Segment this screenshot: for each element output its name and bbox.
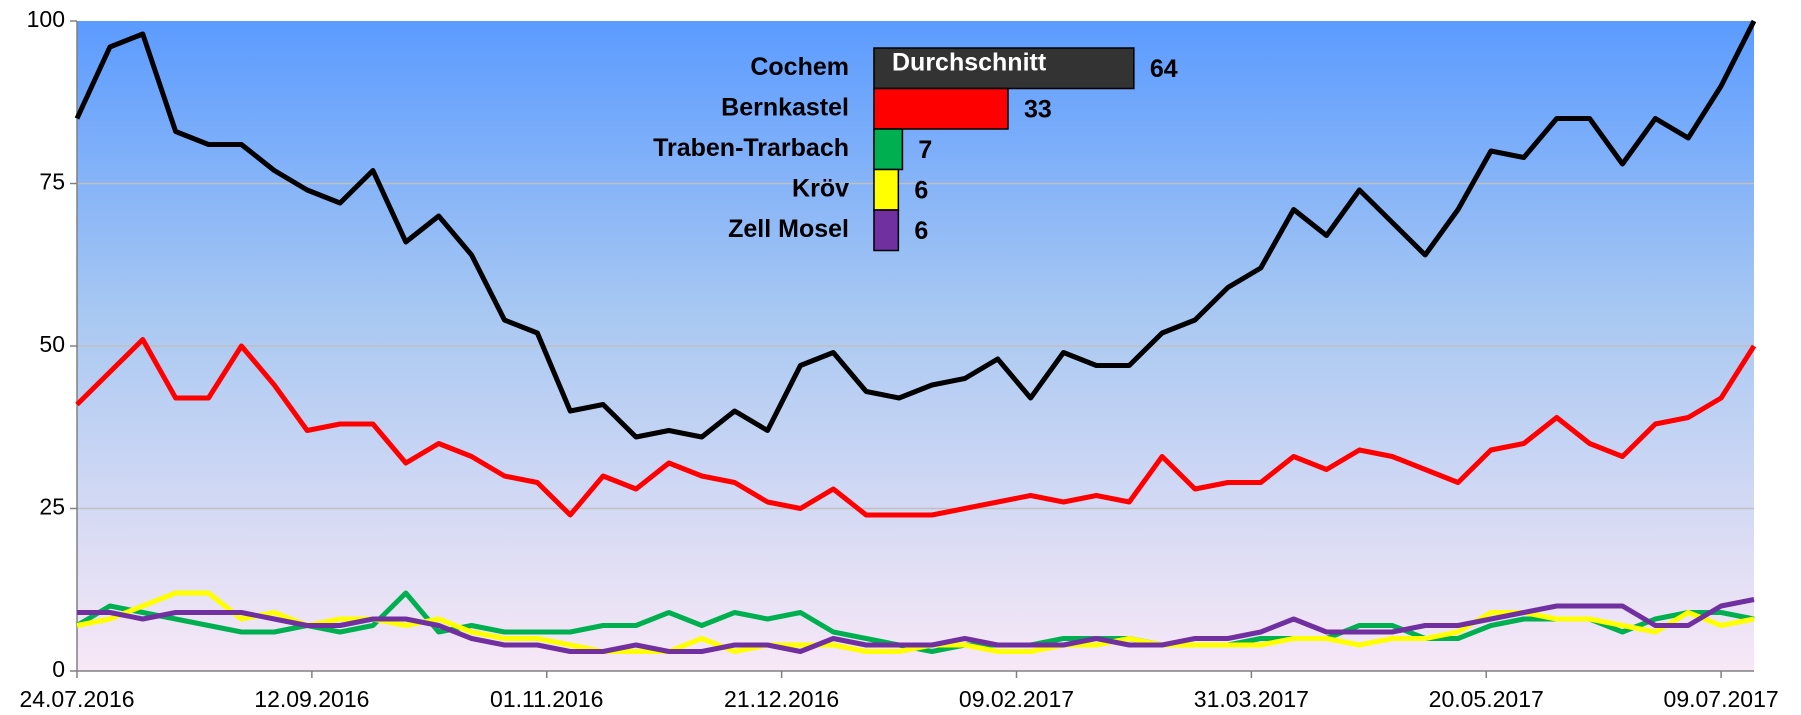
bar-category-label: Bernkastel [721,93,849,121]
x-tick-label: 31.03.2017 [1194,686,1309,712]
bar-category-label: Cochem [750,53,849,81]
x-tick-label: 24.07.2016 [19,686,134,712]
x-tick-label: 09.07.2017 [1664,686,1779,712]
y-tick-label: 25 [39,494,65,520]
y-tick-label: 75 [39,169,65,195]
line-series [75,337,1757,518]
bar [873,87,1009,130]
bar-category-label: Kröv [792,174,849,202]
x-tick-label: 12.09.2016 [254,686,369,712]
bar-value-label: 64 [1150,55,1178,83]
y-tick-label: 0 [52,656,65,682]
line-series [74,19,1757,440]
bar-value-label: 33 [1024,95,1052,123]
bar-value-label: 6 [914,176,928,204]
bar [873,47,1135,90]
bar [873,209,900,252]
x-tick-label: 09.02.2017 [959,686,1074,712]
bar-category-label: Traben-Trarbach [653,134,849,162]
y-tick-label: 100 [27,6,65,32]
bar-value-label: 6 [914,217,928,245]
x-tick-label: 21.12.2016 [724,686,839,712]
bar [873,128,904,171]
bar [873,168,900,211]
bar-chart-title: Durchschnitt [892,49,1047,77]
bar-category-label: Zell Mosel [728,215,849,243]
line-series [77,597,1755,654]
x-tick-label: 20.05.2017 [1429,686,1544,712]
bar-value-label: 7 [918,136,932,164]
x-tick-label: 01.11.2016 [490,686,603,712]
y-tick-label: 50 [39,331,65,357]
